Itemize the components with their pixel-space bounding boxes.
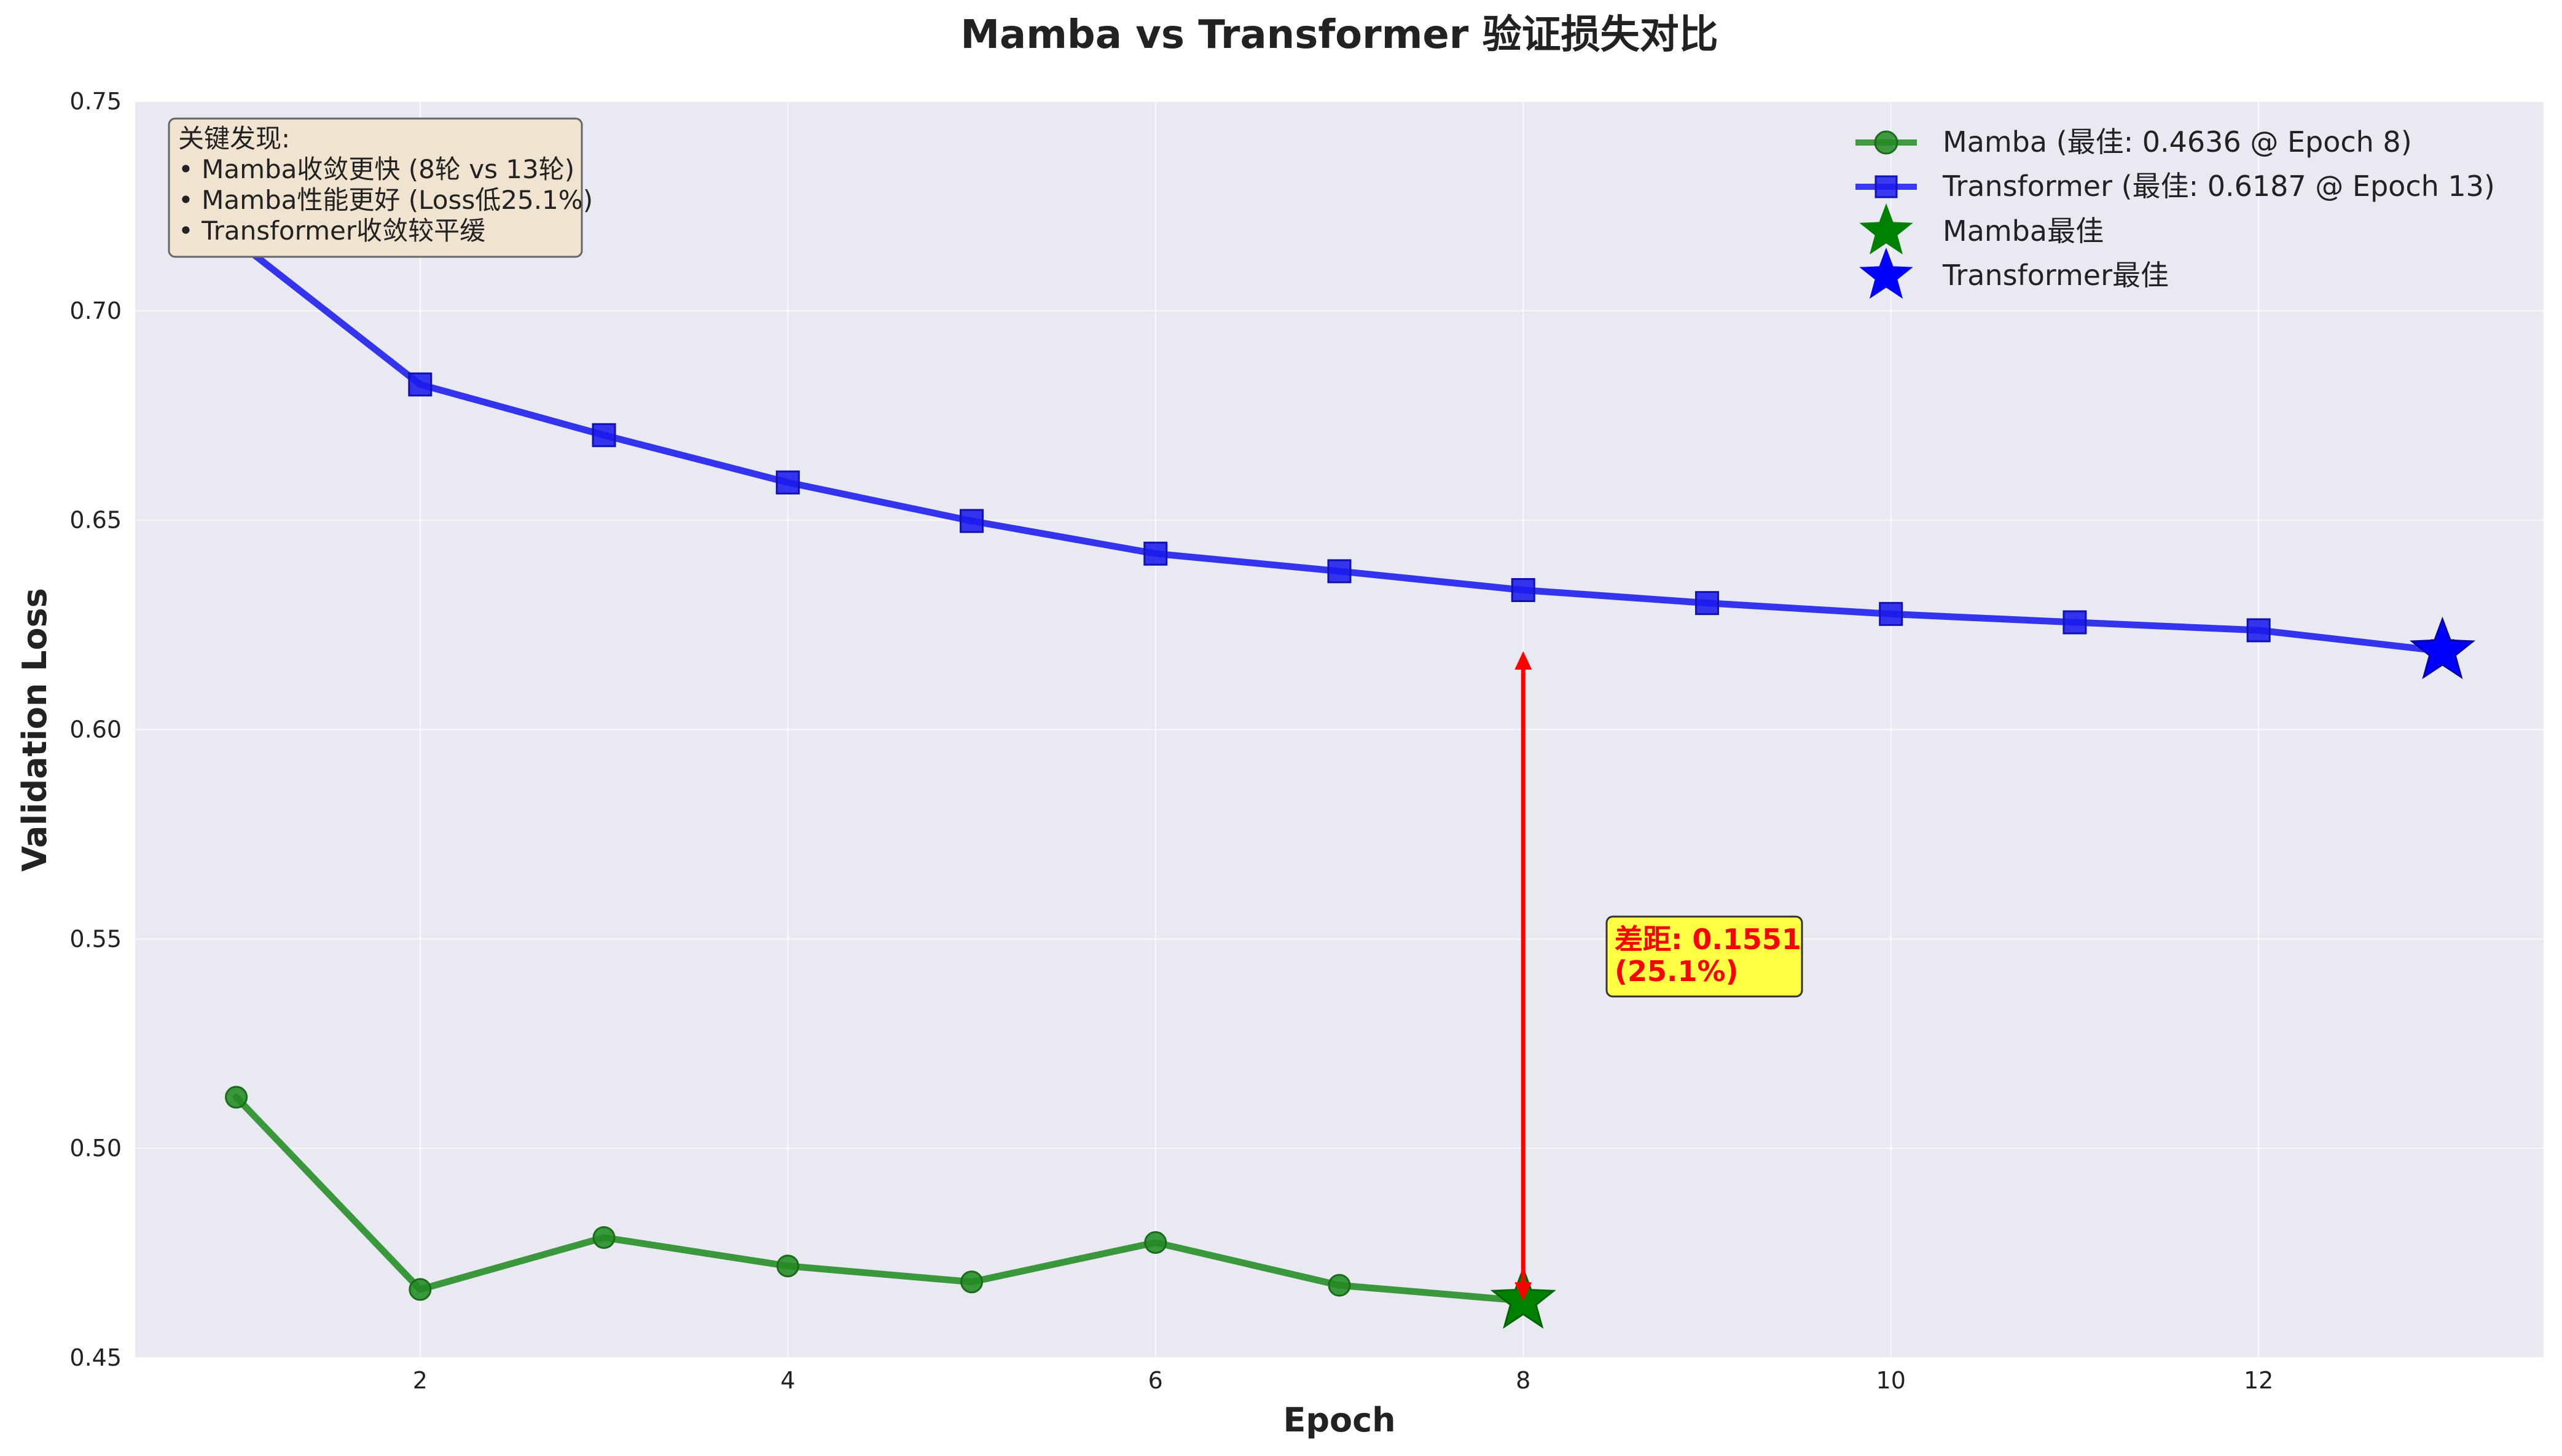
info-box-line: 关键发现:: [178, 123, 290, 154]
info-box-line: • Transformer收敛较平缓: [178, 216, 485, 246]
transformer-data-point: [775, 470, 800, 495]
y-tick-label: 0.45: [69, 1344, 122, 1371]
legend-mamba-best-label: Mamba最佳: [1943, 214, 2104, 248]
transformer-data-point: [592, 423, 616, 447]
gap-label-background: [1605, 915, 1803, 998]
mamba-data-point: [960, 1270, 984, 1294]
x-axis-label: Epoch: [1283, 1401, 1395, 1439]
mamba-data-point: [1144, 1231, 1167, 1254]
transformer-data-point: [1143, 541, 1168, 566]
plot-area: [135, 101, 2544, 1358]
x-tick-labels: 2 4 6 8 10 12: [413, 1367, 2274, 1394]
legend: Mamba (最佳: 0.4636 @ Epoch 8) Transformer…: [1855, 125, 2495, 299]
gap-arrow: [1514, 651, 1532, 1301]
x-tick-label: 6: [1148, 1367, 1163, 1394]
transformer-data-point: [960, 509, 984, 533]
transformer-data-point: [1327, 559, 1352, 584]
info-box: 关键发现: • Mamba收敛更快 (8轮 vs 13轮) • Mamba性能更…: [168, 117, 593, 258]
mamba-data-point: [592, 1226, 616, 1249]
gap-label-percent: (25.1%): [1615, 955, 1739, 988]
mamba-data-point: [776, 1254, 799, 1278]
x-tick-label: 4: [780, 1367, 795, 1394]
info-box-background: [168, 117, 583, 258]
y-tick-label: 0.55: [69, 925, 122, 952]
legend-transformer-marker: [1874, 175, 1898, 198]
x-tick-label: 12: [2244, 1367, 2273, 1394]
y-tick-label: 0.60: [69, 716, 122, 743]
legend-mamba-marker: [1874, 130, 1898, 155]
legend-mamba-star-shape: [1859, 203, 1913, 255]
y-tick-label: 0.65: [69, 507, 122, 534]
mamba-data-point: [409, 1278, 432, 1301]
gap-arrow-head-top: [1514, 651, 1532, 670]
gap-label-value: 差距: 0.1551: [1615, 923, 1801, 956]
grid: [135, 101, 2544, 1358]
y-tick-label: 0.75: [69, 88, 122, 115]
legend-transformer-star-shape: [1859, 248, 1913, 299]
y-tick-label: 0.70: [69, 297, 122, 324]
y-tick-label: 0.50: [69, 1135, 122, 1162]
gap-arrow-head-bottom: [1514, 1282, 1532, 1301]
legend-transformer-label: Transformer (最佳: 0.6187 @ Epoch 13): [1942, 170, 2495, 203]
transformer-data-point: [408, 372, 433, 397]
legend-mamba-label: Mamba (最佳: 0.4636 @ Epoch 8): [1943, 125, 2412, 159]
info-box-line: • Mamba收敛更快 (8轮 vs 13轮): [178, 154, 574, 184]
mamba-series-line: [233, 1094, 1527, 1304]
info-box-line: • Mamba性能更好 (Loss低25.1%): [178, 185, 593, 215]
transformer-best-star: [2409, 616, 2475, 679]
mamba-data-point: [1328, 1274, 1351, 1297]
transformer-data-point: [1511, 578, 1535, 603]
mamba-data-point: [225, 1086, 248, 1109]
y-tick-labels: 0.45 0.50 0.55 0.60 0.65 0.70 0.75: [69, 88, 122, 1371]
transformer-data-point: [2063, 610, 2087, 635]
legend-transformer-best-label: Transformer最佳: [1942, 259, 2169, 292]
y-axis-label: Validation Loss: [15, 588, 54, 872]
transformer-data-point: [1694, 591, 1719, 616]
x-tick-label: 8: [1516, 1367, 1530, 1394]
x-tick-label: 2: [413, 1367, 428, 1394]
transformer-data-point: [2246, 618, 2271, 643]
gap-label: 差距: 0.1551 (25.1%): [1605, 915, 1803, 998]
legend-mamba-best-star: [1859, 203, 1913, 255]
transformer-data-point: [1879, 601, 1903, 626]
x-tick-label: 10: [1876, 1367, 1906, 1394]
chart-title: Mamba vs Transformer 验证损失对比: [960, 12, 1718, 58]
legend-transformer-best-star: [1859, 248, 1913, 299]
